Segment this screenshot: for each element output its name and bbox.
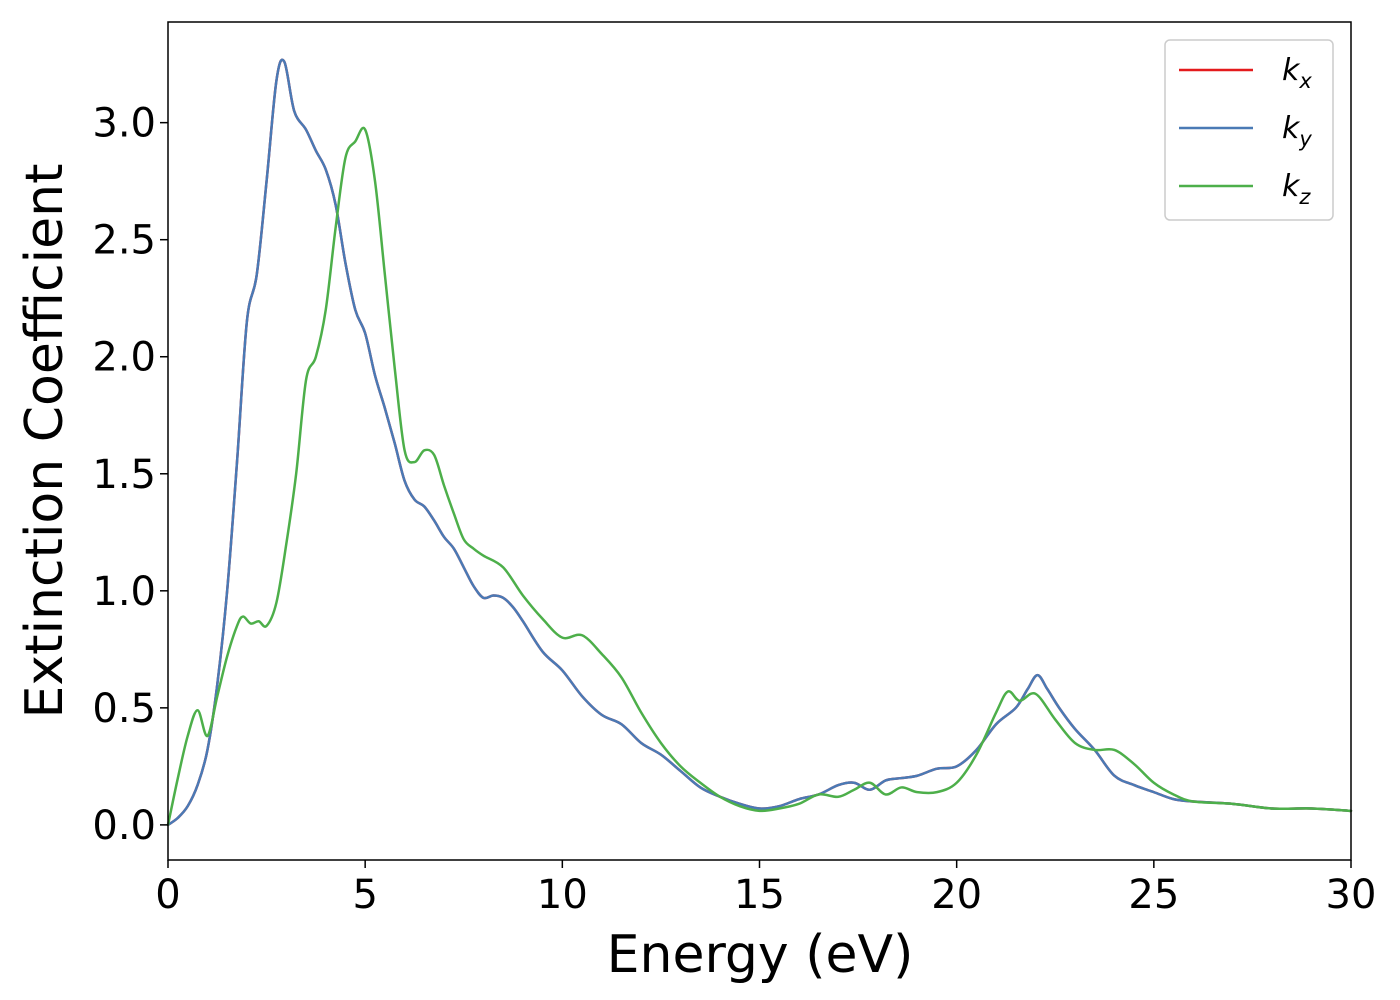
x-tick-label: 5 <box>352 872 377 918</box>
series-line-ky <box>166 58 1353 827</box>
legend-box <box>1164 39 1334 221</box>
legend-label-ky: ky <box>1282 111 1312 151</box>
y-tick-label: 1.0 <box>92 569 156 615</box>
x-tick-label: 20 <box>931 872 982 918</box>
y-axis-title: Extinction Coefficient <box>15 164 75 719</box>
legend-label-kz: kz <box>1282 169 1311 209</box>
x-tick-label: 25 <box>1128 872 1179 918</box>
y-tick-label: 0.0 <box>92 803 156 849</box>
x-tick-label: 30 <box>1326 872 1377 918</box>
y-tick-label: 2.0 <box>92 335 156 381</box>
y-tick-label: 0.5 <box>92 686 156 732</box>
y-tick-label: 2.5 <box>92 218 156 264</box>
y-tick-label: 1.5 <box>92 452 156 498</box>
x-axis-title: Energy (eV) <box>607 925 914 985</box>
x-axis-ticks: 0 5 10 15 20 25 30 <box>155 860 1376 918</box>
legend-items: kx ky kz <box>1179 53 1312 209</box>
series-line-kz <box>166 126 1353 827</box>
y-tick-label: 3.0 <box>92 101 156 147</box>
y-axis-ticks: 0.0 0.5 1.0 1.5 2.0 2.5 3.0 <box>92 101 168 849</box>
legend-label-kx: kx <box>1282 53 1312 93</box>
series-layer <box>166 58 1353 827</box>
legend: kx ky kz <box>1164 39 1334 221</box>
x-tick-label: 10 <box>537 872 588 918</box>
x-tick-label: 0 <box>155 872 180 918</box>
x-tick-label: 15 <box>734 872 785 918</box>
